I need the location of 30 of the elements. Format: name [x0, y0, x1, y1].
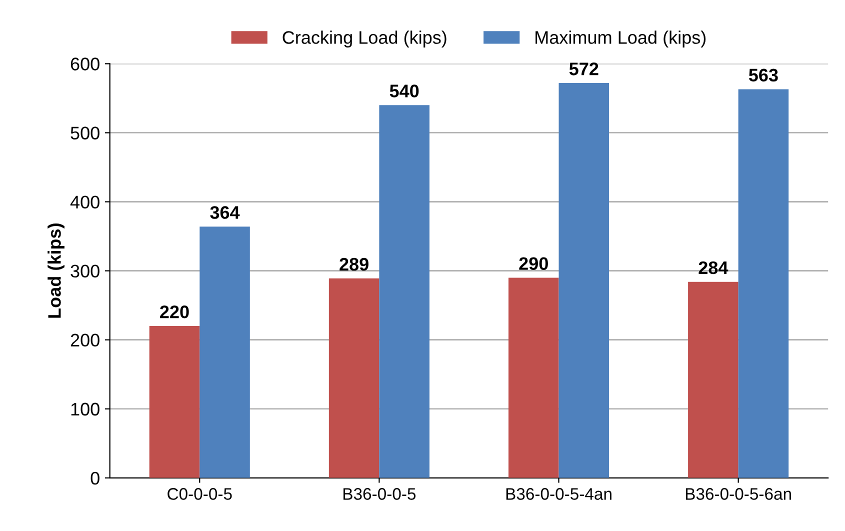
y-tick-label: 400: [70, 196, 100, 208]
bar: [200, 226, 250, 478]
data-label: 563: [748, 68, 778, 82]
y-tick-label: 600: [70, 58, 100, 70]
data-label: 220: [160, 306, 189, 318]
data-label: 540: [390, 84, 419, 98]
bar: [508, 278, 559, 478]
y-tick-label: 0: [90, 472, 100, 485]
x-tick-label: B36-0-0-5-4an: [506, 488, 612, 500]
bar: [379, 105, 430, 478]
bar: [688, 282, 738, 478]
x-tick-label: C0-0-0-5: [168, 488, 232, 500]
bar: [558, 83, 610, 478]
y-tick-label: 300: [70, 264, 100, 278]
bar: [738, 89, 789, 478]
x-tick-label: B36-0-0-5-6an: [686, 488, 791, 500]
data-label: 572: [569, 62, 598, 76]
data-label: 284: [698, 261, 728, 274]
legend-label: Cracking Load (kips): [282, 30, 446, 48]
data-label: 290: [519, 257, 548, 270]
data-label: 289: [340, 258, 368, 271]
y-tick-label: 200: [70, 334, 100, 347]
y-axis-title: Load (kips): [48, 224, 64, 318]
x-tick-label: B36-0-0-5: [344, 488, 416, 500]
bar: [149, 326, 200, 478]
data-label: 364: [210, 206, 240, 219]
y-tick-label: 500: [70, 126, 100, 140]
y-tick-label: 100: [71, 402, 100, 416]
bar: [328, 278, 380, 478]
legend-label: Maximum Load (kips): [536, 30, 706, 48]
